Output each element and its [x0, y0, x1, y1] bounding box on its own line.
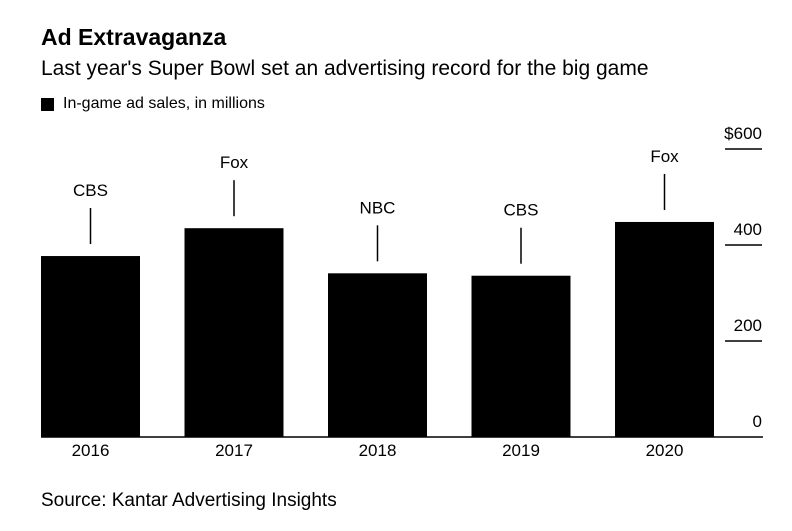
bar-2020	[615, 221, 714, 437]
y-tick-label: 0	[753, 412, 762, 431]
source-note: Source: Kantar Advertising Insights	[41, 490, 337, 511]
y-tick-label: 200	[734, 316, 762, 335]
bar-2019	[471, 275, 571, 437]
bar-2017	[184, 228, 284, 437]
annotation-label: Fox	[650, 147, 679, 166]
chart-subtitle: Last year's Super Bowl set an advertisin…	[41, 57, 649, 80]
annotation-label: NBC	[360, 198, 396, 217]
legend: In-game ad sales, in millions	[41, 95, 265, 113]
bar-2016	[41, 256, 140, 437]
annotation-label: CBS	[73, 181, 108, 200]
x-tick-label: 2018	[359, 441, 397, 460]
y-tick-label: 400	[734, 220, 762, 239]
y-tick-label: $600	[724, 124, 762, 143]
x-tick-label: 2020	[646, 441, 684, 460]
x-tick-label: 2016	[72, 441, 110, 460]
bar-2018	[328, 273, 427, 437]
legend-label: In-game ad sales, in millions	[63, 95, 265, 112]
legend-swatch	[41, 97, 54, 111]
annotation-label: CBS	[504, 201, 539, 220]
annotation-label: Fox	[220, 153, 249, 172]
x-tick-label: 2017	[215, 441, 253, 460]
x-tick-label: 2019	[502, 441, 540, 460]
chart-title: Ad Extravaganza	[41, 24, 227, 50]
